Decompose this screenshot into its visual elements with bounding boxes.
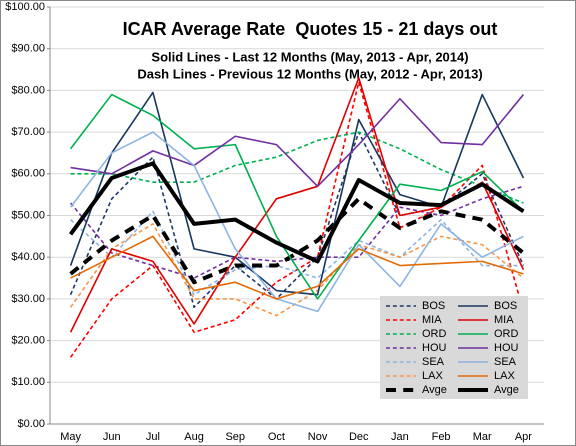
legend: BOS MIA ORD HOU SEA LAX Avge BOS MIA ORD HOU SEA LAX… (380, 296, 528, 399)
y-tick-label: $30.00 (11, 293, 45, 305)
legend-box (380, 296, 528, 399)
x-tick-label: Dec (349, 431, 369, 443)
legend-label: SEA (422, 356, 445, 368)
y-tick-label: $0.00 (17, 418, 45, 430)
x-tick-label: Mar (473, 431, 492, 443)
legend-label: BOS (494, 300, 517, 312)
x-tick-label: Nov (308, 431, 328, 443)
x-tick-label: Jul (146, 431, 160, 443)
chart-title: ICAR Average Rate Quotes 15 - 21 days ou… (123, 19, 498, 39)
series-line (70, 235, 524, 300)
x-tick-label: Jun (103, 431, 121, 443)
legend-label: HOU (494, 342, 519, 354)
legend-label: HOU (422, 342, 447, 354)
series-line (70, 131, 524, 204)
legend-label: LAX (494, 370, 515, 382)
x-tick-label: Aug (184, 431, 204, 443)
y-tick-label: $90.00 (11, 43, 45, 55)
series-line (69, 131, 524, 313)
y-tick-label: $80.00 (11, 84, 45, 96)
series-line (68, 161, 525, 264)
chart-subtitle: Solid Lines - Last 12 Months (May, 2013 … (151, 49, 468, 64)
x-tick-label: Apr (515, 431, 532, 443)
legend-label: BOS (422, 300, 445, 312)
chart-subtitle: Dash Lines - Previous 12 Months (May, 20… (137, 66, 482, 81)
y-tick-label: $40.00 (11, 251, 45, 263)
legend-label: LAX (422, 370, 443, 382)
legend-label: ORD (494, 328, 519, 340)
legend-label: MIA (494, 314, 514, 326)
y-tick-label: $70.00 (11, 126, 45, 138)
y-tick-label: $60.00 (11, 168, 45, 180)
y-tick-label: $50.00 (11, 209, 45, 221)
x-tick-label: May (60, 431, 81, 443)
series-line (70, 94, 525, 188)
series-line (69, 223, 524, 317)
legend-label: SEA (494, 356, 517, 368)
x-tick-label: Sep (225, 431, 245, 443)
series-line (69, 196, 525, 285)
legend-label: Avge (422, 384, 447, 396)
y-tick-label: $100.00 (5, 1, 45, 13)
y-tick-label: $10.00 (11, 376, 45, 388)
x-tick-label: Jan (391, 431, 409, 443)
legend-label: MIA (422, 314, 442, 326)
series-line (69, 93, 524, 300)
legend-label: Avge (494, 384, 519, 396)
x-tick-label: Feb (432, 431, 451, 443)
legend-label: ORD (422, 328, 447, 340)
y-tick-label: $20.00 (11, 335, 45, 347)
x-tick-label: Oct (268, 431, 285, 443)
